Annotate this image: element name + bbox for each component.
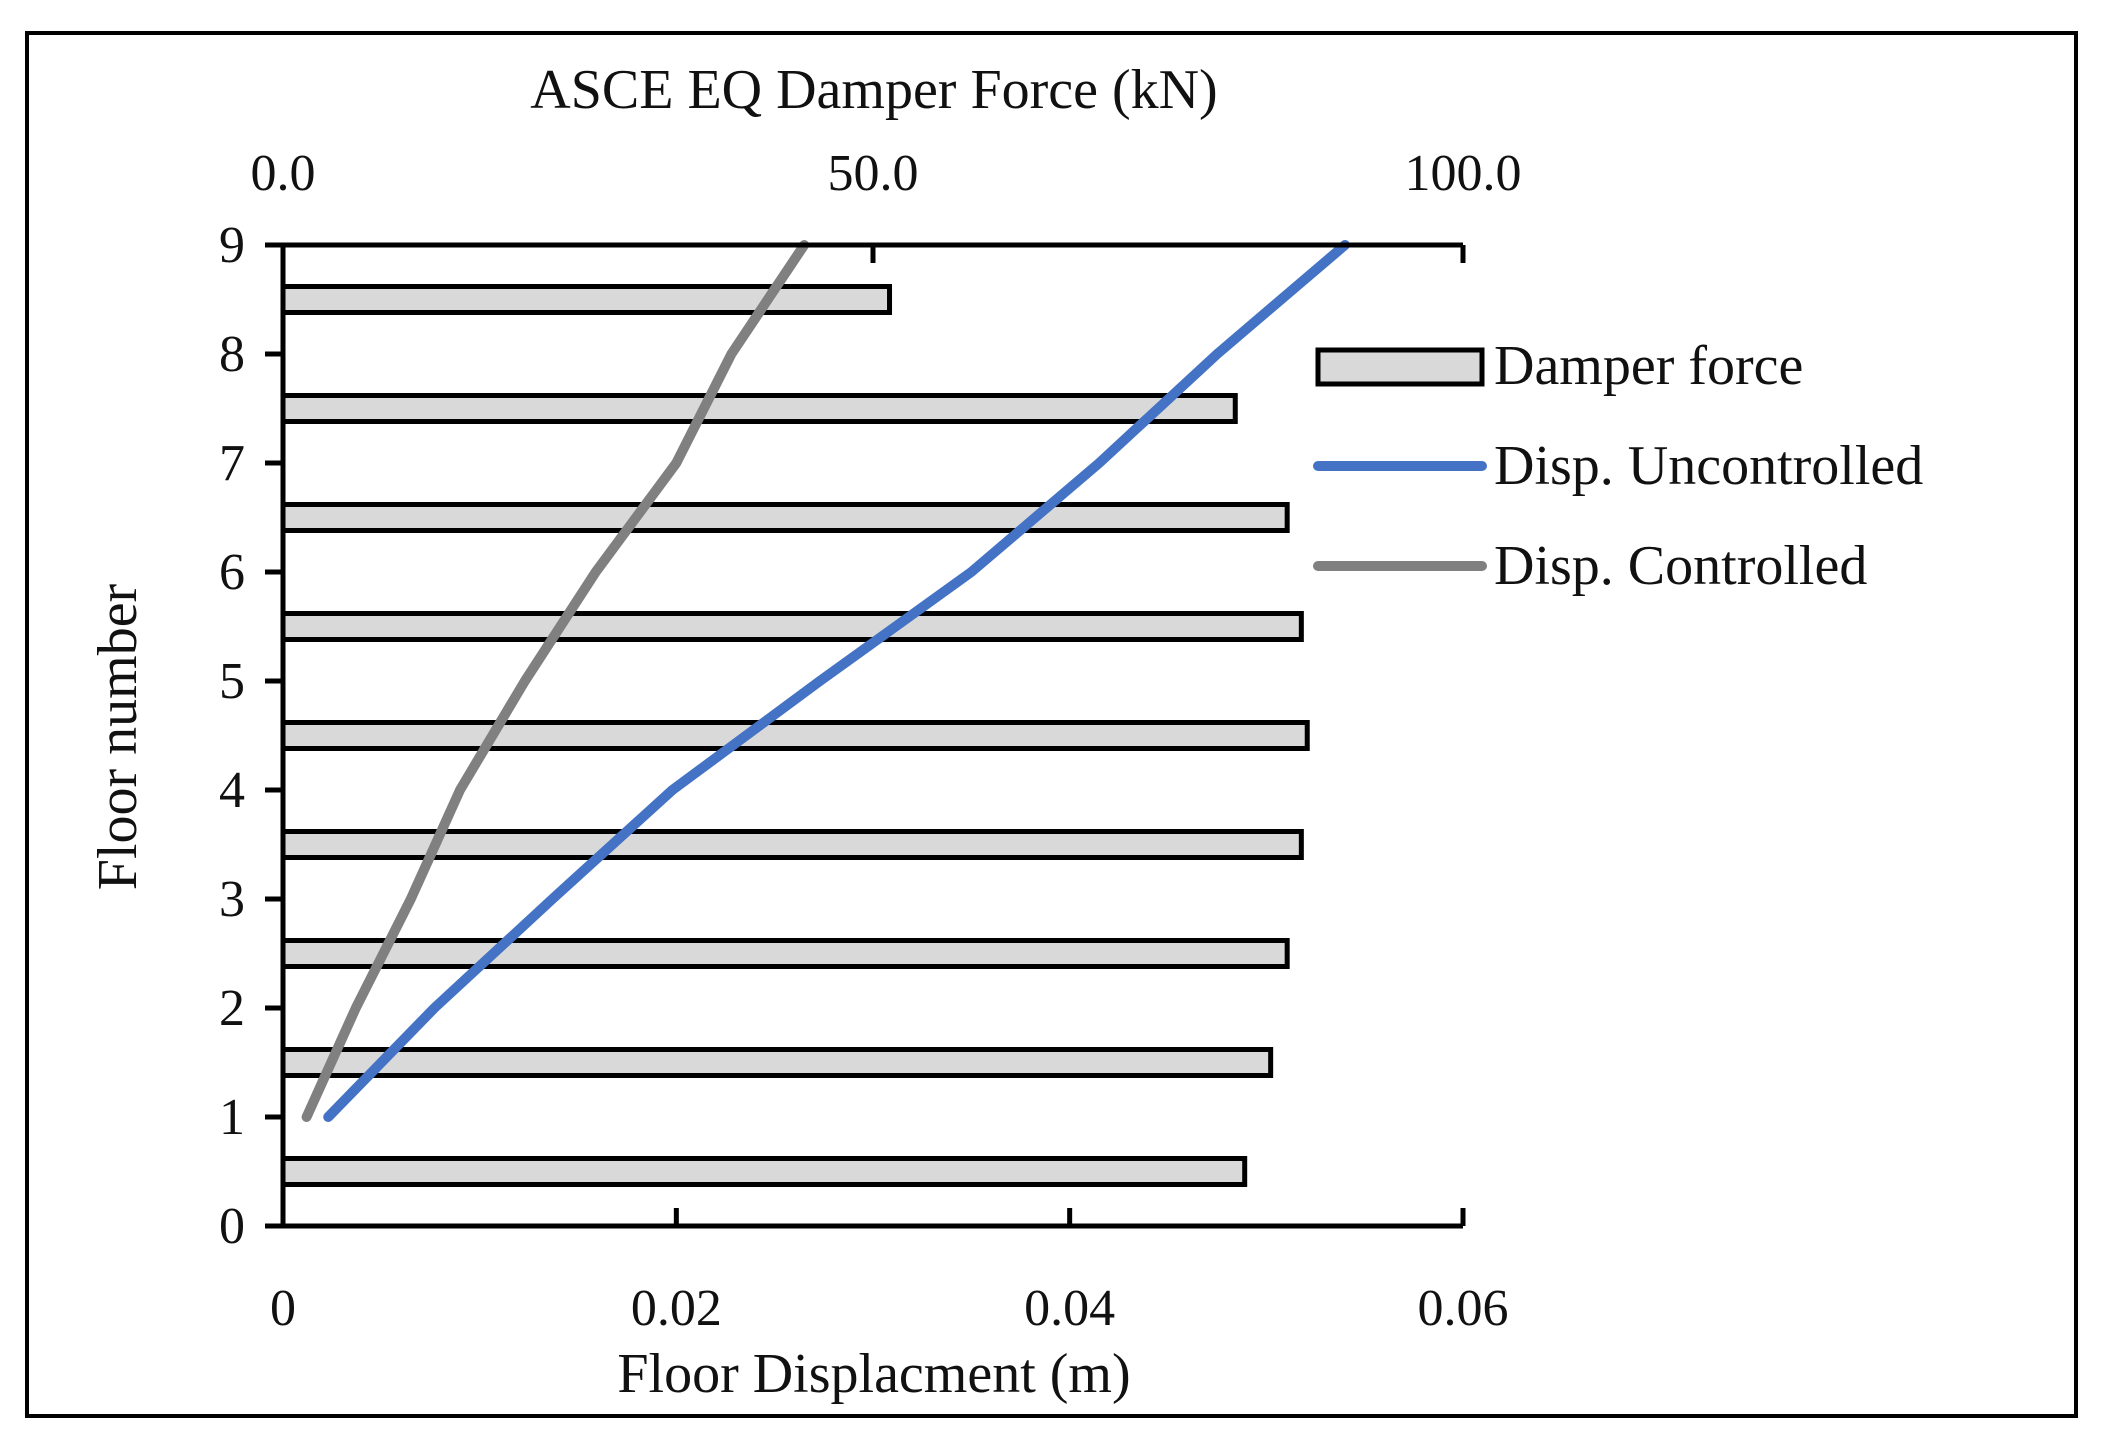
top-axis-title: ASCE EQ Damper Force (kN): [530, 59, 1217, 121]
damper-force-bar: [280, 720, 1310, 751]
bottom-tick-label: 0.06: [1418, 1280, 1509, 1337]
bottom-axis-title: Floor Displacment (m): [617, 1343, 1130, 1405]
damper-force-bar: [280, 393, 1238, 424]
displacement-lines: [301, 240, 1350, 1122]
axes: 0 1 2 3 4 5 6 7 8 90.0 50.0 100.0 0 0.02 0.04 0.06: [219, 145, 1522, 1337]
damper-force-bar: [280, 1156, 1248, 1187]
y-tick-label: 4: [219, 762, 245, 819]
damper-force-bar: [280, 502, 1290, 533]
series-line-disp-controlled: [301, 240, 810, 1122]
top-tick-label: 50.0: [828, 145, 919, 202]
y-tick-label: 8: [219, 326, 245, 383]
y-tick-label: 7: [219, 435, 245, 492]
y-axis-title: Floor number: [87, 583, 149, 890]
y-tick-label: 2: [219, 980, 245, 1037]
top-tick-label: 100.0: [1405, 145, 1522, 202]
y-tick-label: 6: [219, 544, 245, 601]
damper-force-bars: [280, 284, 1310, 1187]
y-tick-label: 5: [219, 653, 245, 710]
legend-label-disp-controlled: Disp. Controlled: [1494, 535, 1867, 597]
damper-force-bar: [280, 1047, 1274, 1078]
top-tick-label: 0.0: [251, 145, 316, 202]
y-tick-label: 0: [219, 1198, 245, 1255]
damper-force-bar: [280, 829, 1304, 860]
y-tick-label: 3: [219, 871, 245, 928]
series-line-disp-uncontrolled: [323, 240, 1350, 1122]
legend-swatch-damper-force: [1315, 347, 1485, 387]
bottom-tick-label: 0: [270, 1280, 296, 1337]
y-tick-label: 1: [219, 1089, 245, 1146]
y-tick-label: 9: [219, 217, 245, 274]
damper-force-bar: [280, 611, 1304, 642]
bottom-tick-label: 0.04: [1024, 1280, 1115, 1337]
legend-label-disp-uncontrolled: Disp. Uncontrolled: [1494, 435, 1923, 497]
legend-label-damper-force: Damper force: [1494, 335, 1803, 397]
damper-force-bar: [280, 938, 1290, 969]
damper-force-bar: [280, 284, 893, 315]
legend: Damper force Disp. Uncontrolled Disp. Co…: [1313, 335, 1923, 597]
bottom-tick-label: 0.02: [631, 1280, 722, 1337]
